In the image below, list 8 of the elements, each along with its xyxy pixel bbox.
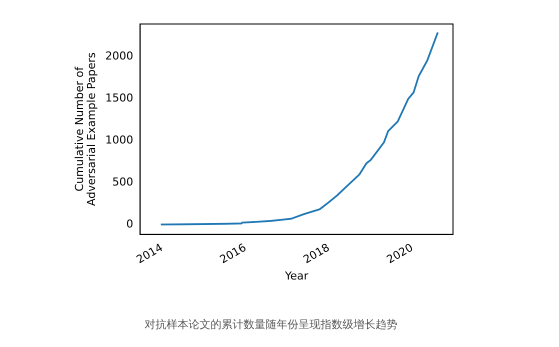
text: 对抗样本论文的累计数量随年份呈现指数级增长趋势 [144, 318, 398, 331]
y-axis-title: Cumulative Number of Adversarial Example Papers [72, 52, 98, 206]
y-tick-label: 0 [126, 218, 134, 231]
y-tick-label: 500 [112, 176, 134, 189]
y-tick-label: 1000 [105, 134, 134, 147]
x-axis-title: Year [284, 269, 309, 282]
y-tick-label: 2000 [105, 50, 134, 63]
y-tick-label: 1500 [105, 92, 134, 105]
